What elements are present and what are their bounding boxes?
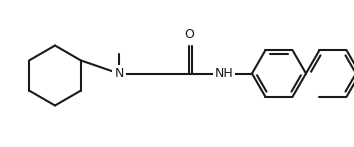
Text: NH: NH (215, 67, 233, 80)
Text: O: O (184, 27, 194, 41)
Text: N: N (114, 67, 124, 80)
